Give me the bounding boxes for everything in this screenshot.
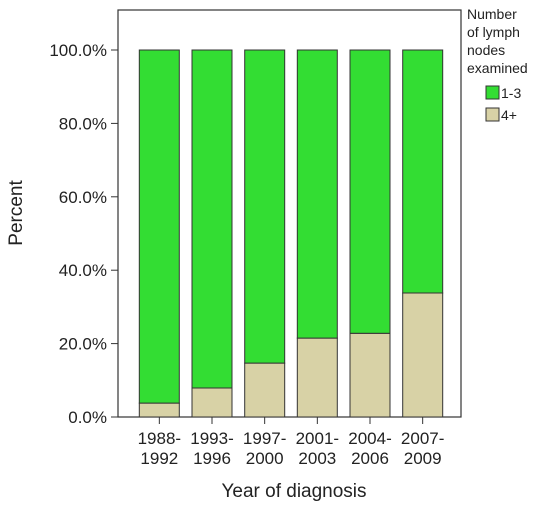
bar-segment-1-3-4 <box>296 49 338 339</box>
y-axis-title: Percent <box>6 180 27 246</box>
bar-segment-4+-3 <box>244 362 286 418</box>
bar-segment-4+-6 <box>402 292 444 418</box>
legend-swatch-4+ <box>485 107 500 122</box>
y-tick-label: 0.0% <box>68 408 107 427</box>
y-tick-label: 60.0% <box>59 188 107 207</box>
y-tick-label: 100.0% <box>49 41 107 60</box>
x-axis-title: Year of diagnosis <box>221 481 366 502</box>
y-tick-label: 40.0% <box>59 261 107 280</box>
legend-swatch-1-3 <box>485 85 500 100</box>
x-tick-label: 1997-2000 <box>243 429 286 468</box>
x-tick-label: 1988-1992 <box>138 429 181 468</box>
bar-segment-1-3-5 <box>349 49 391 334</box>
bar-segment-4+-5 <box>349 332 391 418</box>
bar-segment-1-3-3 <box>244 49 286 364</box>
x-tick-label: 2007-2009 <box>401 429 444 468</box>
legend: Number of lymph nodes examined 1-3 4+ <box>467 6 528 123</box>
bar-segment-4+-1 <box>138 402 180 418</box>
x-tick-label: 2004-2006 <box>348 429 391 468</box>
y-tick-label: 20.0% <box>59 335 107 354</box>
y-axis: 0.0% 20.0% 40.0% 60.0% 80.0% 100.0% <box>49 41 118 427</box>
bar-segment-4+-2 <box>191 387 233 418</box>
legend-label-4+: 4+ <box>501 107 517 123</box>
plot-area <box>117 9 462 418</box>
y-tick-label: 80.0% <box>59 114 107 133</box>
bar-segment-1-3-2 <box>191 49 233 389</box>
legend-title: Number of lymph nodes examined <box>467 6 528 76</box>
bar-segment-1-3-6 <box>402 49 444 294</box>
bar-segment-4+-4 <box>296 337 338 418</box>
x-tick-label: 1993-1996 <box>190 429 233 468</box>
bar-segment-1-3-1 <box>138 49 180 404</box>
x-tick-label: 2001-2003 <box>296 429 339 468</box>
bars <box>138 49 444 418</box>
legend-label-1-3: 1-3 <box>501 85 521 101</box>
